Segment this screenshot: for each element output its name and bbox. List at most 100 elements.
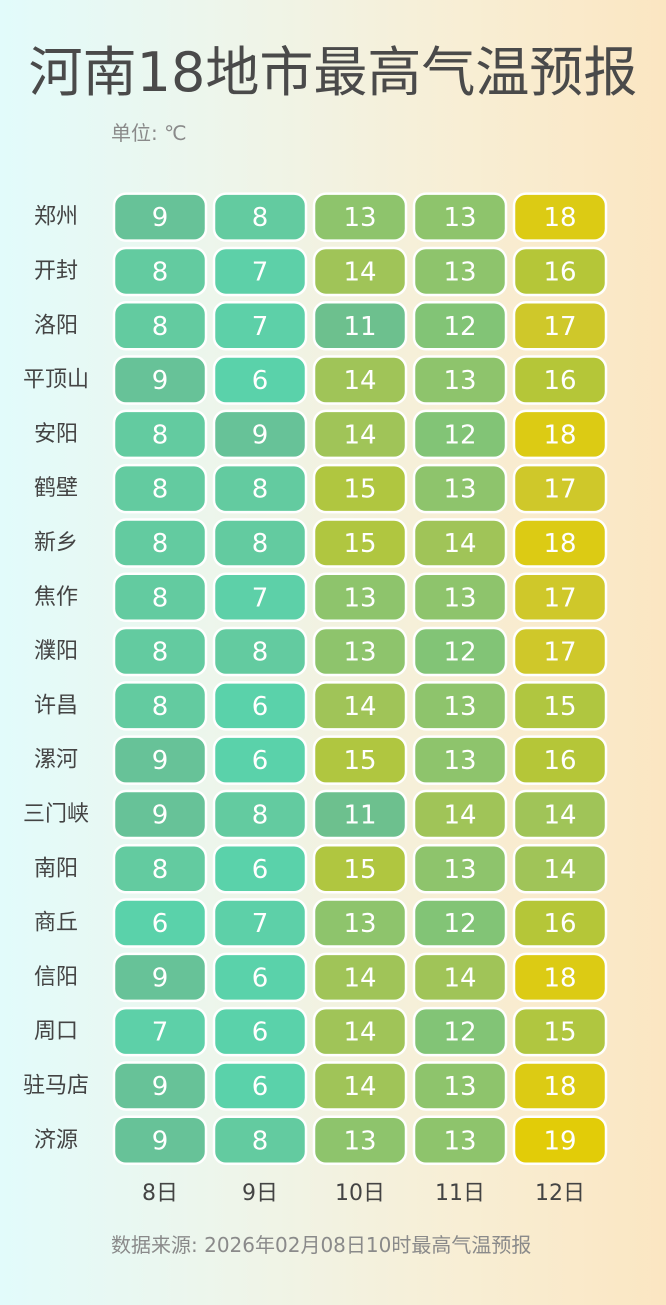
row-label: 郑州 [34,205,78,230]
cell-value-label: 6 [252,963,269,993]
heatmap-cell [512,192,608,242]
heatmap-cell [212,1006,308,1057]
heatmap-cell [112,844,208,894]
heatmap-cell [112,301,208,351]
heatmap-cell [212,246,308,297]
heatmap-cell [212,301,308,351]
cell-value-label: 18 [543,1072,576,1102]
cell-value-label: 6 [252,1072,269,1102]
cell-value-label: 14 [343,1018,376,1048]
heatmap-cell [212,844,308,894]
cell-value-label: 18 [543,203,576,233]
heatmap-cell [212,1061,308,1111]
heatmap-cell [512,572,608,622]
cell-value-label: 8 [152,583,169,613]
heatmap-cell [112,735,208,785]
heatmap-cell [412,355,508,405]
heatmap-cell [212,898,308,948]
cell-value-label: 8 [252,1126,269,1156]
heatmap-cell [512,844,608,894]
row-label: 济源 [34,1128,78,1153]
heatmap-cell [412,735,508,785]
cell-value-label: 13 [443,203,476,233]
heatmap-cell [312,409,408,460]
heatmap-cell [112,952,208,1003]
cell-value-label: 13 [343,638,376,668]
cell-value-label: 14 [443,963,476,993]
cell-value-label: 15 [343,855,376,885]
heatmap-cell [412,844,508,894]
heatmap-cell [112,518,208,568]
heatmap-cell [412,681,508,731]
heatmap-cell [512,463,608,514]
heatmap-cell [212,681,308,731]
heatmap-cell [212,355,308,405]
heatmap-cell [512,518,608,568]
column-label: 11日 [435,1181,485,1206]
cell-value-label: 6 [252,855,269,885]
heatmap-cell [212,192,308,242]
cell-value-label: 8 [152,312,169,342]
heatmap-cell [212,409,308,460]
heatmap-cell [312,192,408,242]
cell-value-label: 8 [152,855,169,885]
heatmap-cell [312,952,408,1003]
cell-value-label: 9 [252,420,269,450]
cell-value-label: 17 [543,638,576,668]
cell-value-label: 16 [543,257,576,287]
cell-value-label: 12 [443,1018,476,1048]
unit-label: 单位: ℃ [111,121,187,145]
heatmap-cell [512,1061,608,1111]
row-label: 平顶山 [23,368,89,393]
heatmap-cell [412,463,508,514]
heatmap-cell [312,1115,408,1165]
heatmap-cell [312,1061,408,1111]
heatmap-cell [512,301,608,351]
heatmap-cell [412,301,508,351]
heatmap-cell [412,518,508,568]
cell-value-label: 8 [252,638,269,668]
cell-value-label: 15 [343,746,376,776]
heatmap-cell [512,681,608,731]
heatmap-cell [112,681,208,731]
row-label: 开封 [34,259,78,284]
heatmap-cell [512,1115,608,1165]
row-label: 安阳 [34,422,78,447]
heatmap-cell [412,246,508,297]
cell-value-label: 14 [543,800,576,830]
page-title: 河南18地市最高气温预报 [28,41,638,104]
heatmap-cell [512,626,608,677]
row-label: 信阳 [34,965,78,990]
cell-value-label: 8 [252,800,269,830]
heatmap-cell [112,626,208,677]
heatmap-cell [112,1006,208,1057]
heatmap-cell [412,626,508,677]
cell-value-label: 18 [543,420,576,450]
column-label: 8日 [142,1181,178,1206]
cell-value-label: 8 [152,692,169,722]
cell-value-label: 6 [252,366,269,396]
cell-value-label: 13 [443,257,476,287]
heatmap-cell [412,1061,508,1111]
heatmap-cell [112,898,208,948]
cell-value-label: 14 [543,855,576,885]
cell-value-label: 15 [543,1018,576,1048]
cell-value-label: 16 [543,366,576,396]
heatmap-cell [512,735,608,785]
cell-value-label: 18 [543,529,576,559]
row-label: 三门峡 [23,802,89,827]
cell-value-label: 11 [343,312,376,342]
heatmap-cell [412,952,508,1003]
row-label: 南阳 [34,856,78,881]
cell-value-label: 9 [152,963,169,993]
column-label: 10日 [335,1181,385,1206]
cell-value-label: 6 [252,692,269,722]
cell-value-label: 6 [252,1018,269,1048]
cell-value-label: 14 [343,1072,376,1102]
cell-value-label: 13 [343,1126,376,1156]
cell-value-label: 13 [343,583,376,613]
heatmap-cell [512,1006,608,1057]
heatmap-cell [512,789,608,840]
cell-value-label: 14 [343,366,376,396]
cell-value-label: 7 [252,583,269,613]
